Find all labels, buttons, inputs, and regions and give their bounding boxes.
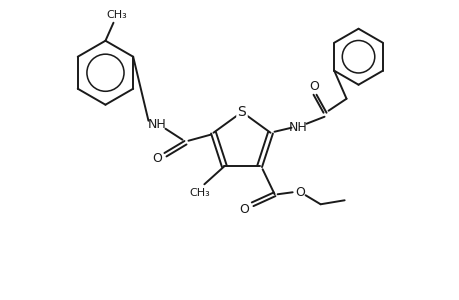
Text: O: O [309, 80, 319, 93]
Text: O: O [239, 203, 249, 216]
Text: NH: NH [289, 121, 307, 134]
Text: CH₃: CH₃ [106, 10, 127, 20]
Text: CH₃: CH₃ [189, 188, 209, 198]
Text: NH: NH [148, 118, 167, 131]
Text: O: O [152, 152, 162, 165]
Text: O: O [295, 186, 305, 199]
Text: S: S [237, 105, 246, 119]
